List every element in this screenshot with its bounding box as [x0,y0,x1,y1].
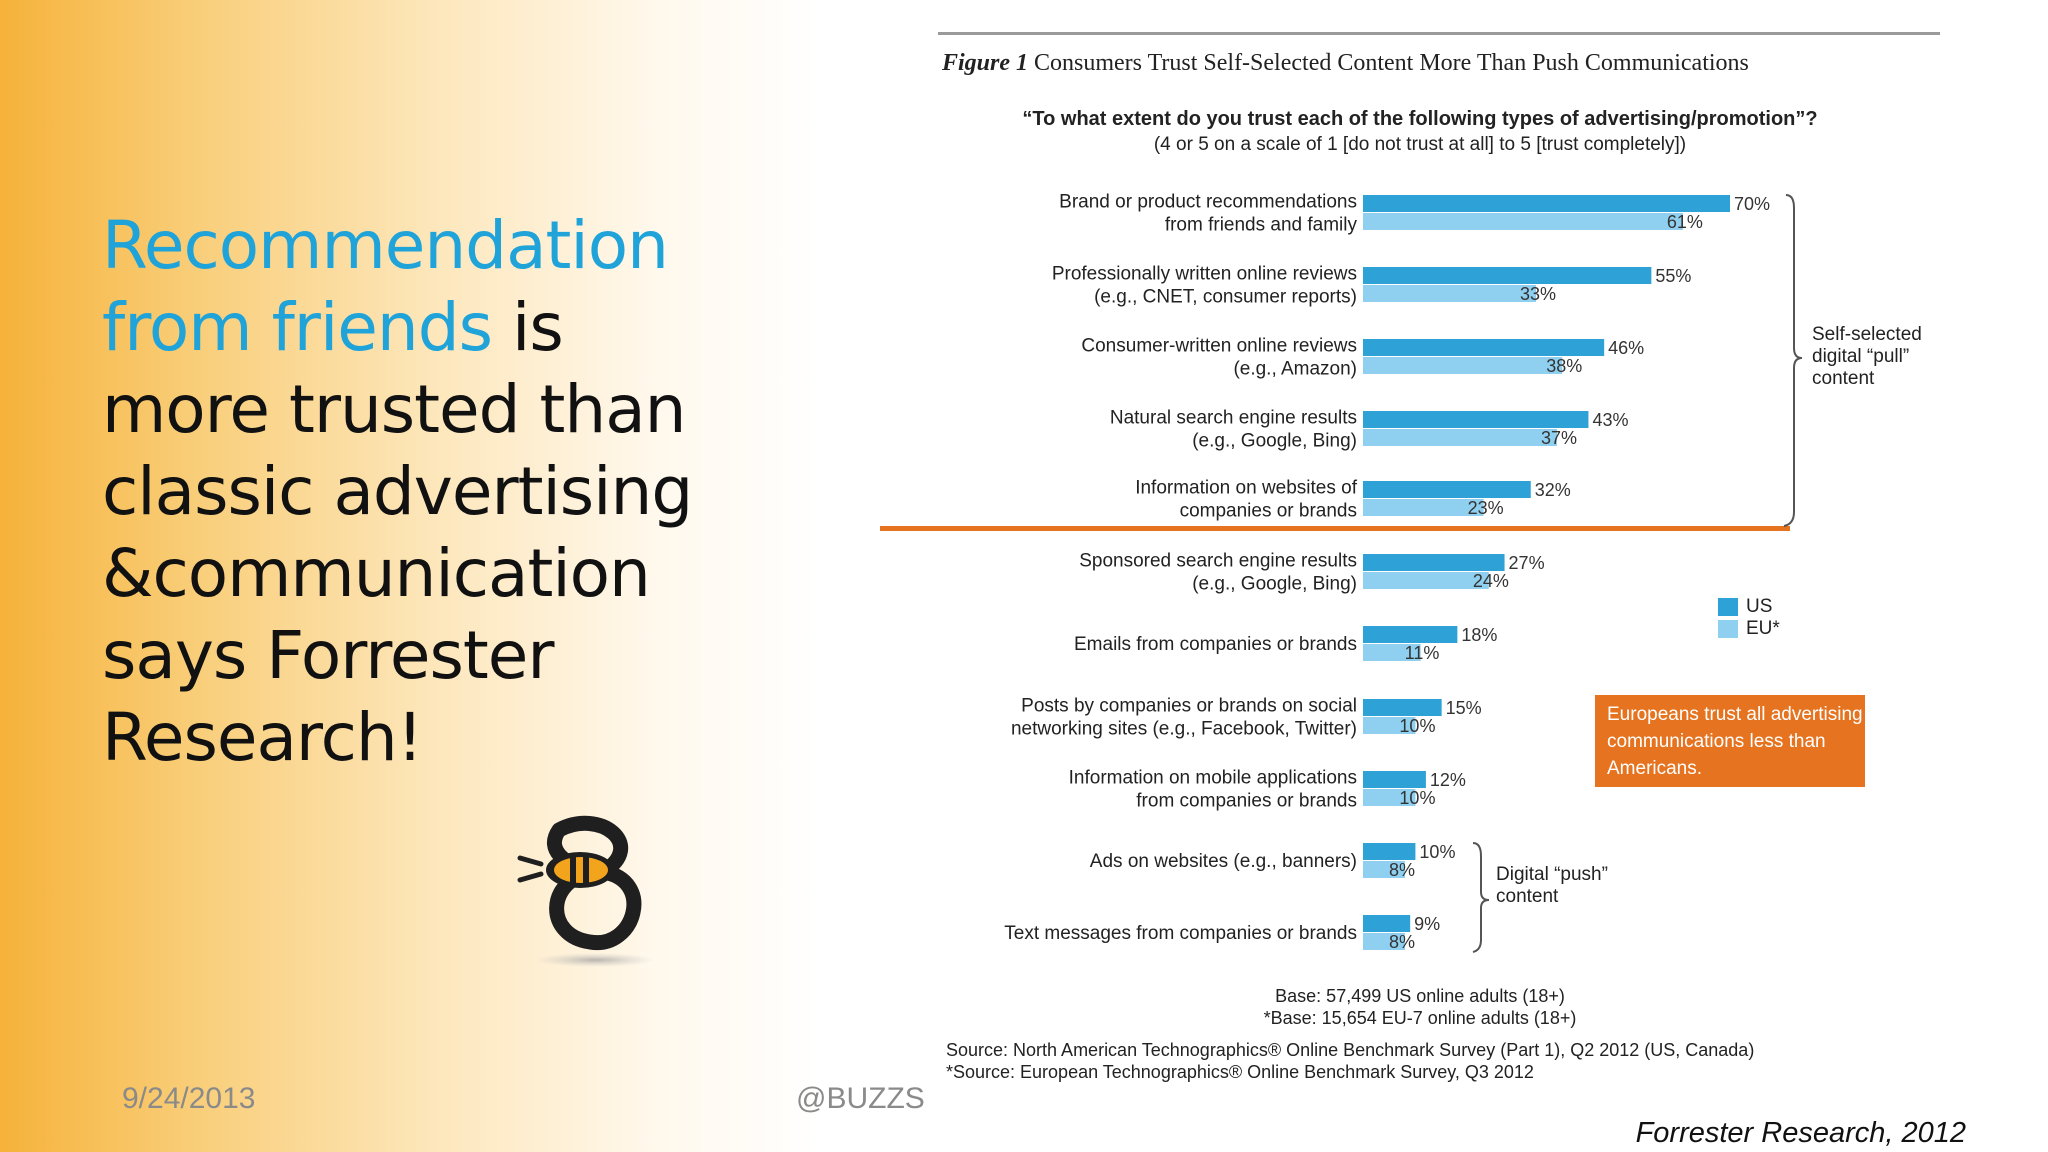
source-us: Source: North American Technographics® O… [946,1040,1755,1060]
base-eu: *Base: 15,654 EU-7 online adults (18+) [1263,1008,1577,1028]
category-label-8-1: from companies or brands [1136,791,1357,812]
category-label-7-0: Posts by companies or brands on social [1021,696,1357,717]
survey-question: “To what extent do you trust each of the… [1022,108,1818,130]
data-label-eu-10: 8% [1389,932,1415,952]
source-eu: *Source: European Technographics® Online… [946,1062,1534,1082]
pull-push-divider [880,526,1790,531]
figure-title-text: Consumers Trust Self-Selected Content Mo… [1034,50,1749,76]
bar-us-7 [1363,699,1442,716]
data-label-us-2: 46% [1608,338,1644,358]
data-label-eu-3: 37% [1541,428,1577,448]
bar-us-3 [1363,411,1589,428]
category-label-10-0: Text messages from companies or brands [1004,923,1357,944]
category-label-7-1: networking sites (e.g., Facebook, Twitte… [1011,719,1357,740]
legend-item-eu: EU* [1718,618,1780,640]
category-label-0-0: Brand or product recommendations [1059,192,1357,213]
slide-headline: Recommendation from friends is more trus… [102,205,742,779]
slide-handle: @BUZZS [796,1082,925,1115]
legend-label-us: US [1746,596,1773,617]
data-label-eu-6: 11% [1405,643,1440,663]
bee-logo [517,815,655,967]
headline-highlight: Recommendation from friends [102,207,669,366]
data-label-us-5: 27% [1509,553,1545,573]
data-label-eu-5: 24% [1473,571,1509,591]
figure-label: Figure 1 [942,50,1029,76]
bar-us-8 [1363,771,1426,788]
push-content-label: Digital “push” content [1496,864,1608,907]
bar-eu-0 [1363,213,1683,230]
data-label-us-9: 10% [1419,842,1455,862]
figure-title: Figure 1 Consumers Trust Self-Selected C… [942,50,1749,77]
bar-us-10 [1363,915,1411,932]
category-label-4-1: companies or brands [1180,501,1357,522]
data-label-us-8: 12% [1430,770,1466,790]
survey-scale-note: (4 or 5 on a scale of 1 [do not trust at… [1153,134,1687,155]
bar-us-1 [1363,267,1652,284]
data-label-us-1: 55% [1655,266,1691,286]
legend-label-eu: EU* [1746,618,1780,639]
category-label-0-1: from friends and family [1165,215,1358,236]
category-label-1-1: (e.g., CNET, consumer reports) [1094,287,1357,308]
bar-us-0 [1363,195,1730,212]
data-label-eu-4: 23% [1468,498,1504,518]
base-note: Base: 57,499 US online adults (18+) *Bas… [880,985,1960,1029]
chart-legend: US EU* [1718,596,1780,640]
slide-date: 9/24/2013 [122,1082,256,1115]
bar-us-6 [1363,626,1458,643]
data-label-us-10: 9% [1414,914,1440,934]
category-label-2-1: (e.g., Amazon) [1233,359,1357,380]
bar-eu-5 [1363,572,1489,589]
bar-eu-10 [1363,933,1405,950]
bar-eu-7 [1363,717,1416,734]
source-note: Source: North American Technographics® O… [946,1039,1754,1083]
legend-item-us: US [1718,596,1780,618]
slide-citation: Forrester Research, 2012 [1635,1117,1966,1149]
data-label-eu-2: 38% [1546,356,1582,376]
forrester-figure: Figure 1 Consumers Trust Self-Selected C… [880,28,1960,1088]
bar-us-9 [1363,843,1416,860]
legend-swatch-us [1718,598,1738,616]
base-us: Base: 57,499 US online adults (18+) [1275,986,1565,1006]
category-label-4-0: Information on websites of [1135,478,1358,499]
bar-eu-1 [1363,285,1537,302]
data-label-eu-7: 10% [1399,716,1435,736]
bar-eu-4 [1363,499,1484,516]
bar-eu-8 [1363,789,1416,806]
data-label-eu-9: 8% [1389,860,1415,880]
category-label-2-0: Consumer-written online reviews [1081,336,1357,357]
category-label-3-0: Natural search engine results [1110,408,1357,429]
category-label-3-1: (e.g., Google, Bing) [1192,431,1357,452]
bar-eu-3 [1363,429,1557,446]
figure-top-rule [938,32,1940,35]
bar-eu-2 [1363,357,1563,374]
europe-callout: Europeans trust all advertising communic… [1595,695,1865,787]
bar-us-5 [1363,554,1505,571]
data-label-us-4: 32% [1535,480,1571,500]
category-label-6-0: Emails from companies or brands [1074,634,1357,655]
category-label-8-0: Information on mobile applications [1069,768,1357,789]
bar-us-4 [1363,481,1531,498]
bar-us-2 [1363,339,1605,356]
data-label-eu-8: 10% [1399,788,1435,808]
category-label-5-0: Sponsored search engine results [1079,551,1357,572]
category-label-5-1: (e.g., Google, Bing) [1192,574,1357,595]
headline-rest: is more trusted than classic advertising… [102,289,693,776]
bar-eu-6 [1363,644,1421,661]
data-label-us-0: 70% [1734,194,1770,214]
pull-brace [1783,194,1803,527]
pull-content-label: Self-selected digital “pull” content [1812,324,1922,389]
data-label-us-7: 15% [1446,698,1482,718]
legend-swatch-eu [1718,620,1738,638]
bar-eu-9 [1363,861,1405,878]
category-label-1-0: Professionally written online reviews [1052,264,1357,285]
data-label-us-6: 18% [1461,625,1497,645]
push-brace [1472,842,1490,953]
data-label-eu-0: 61% [1667,212,1703,232]
data-label-eu-1: 33% [1520,284,1556,304]
data-label-us-3: 43% [1592,410,1628,430]
category-label-9-0: Ads on websites (e.g., banners) [1090,851,1357,872]
